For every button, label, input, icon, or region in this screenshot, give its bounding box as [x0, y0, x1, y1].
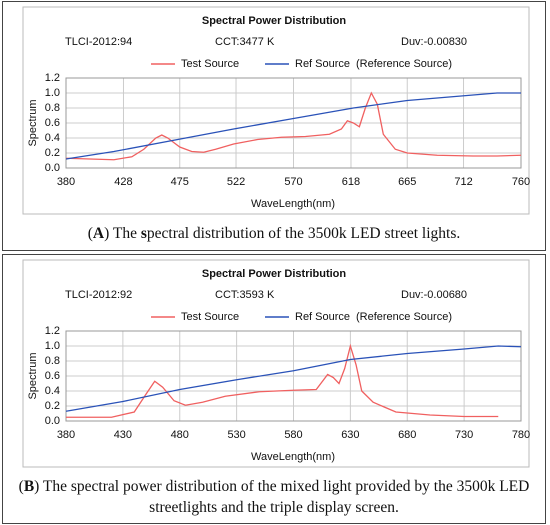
- caption-text: (: [87, 225, 93, 242]
- x-tick-label: 428: [114, 176, 132, 188]
- y-tick-label: 0.8: [45, 355, 60, 367]
- series-line: [65, 91, 522, 161]
- info-text: Duv:-0.00830: [401, 36, 467, 48]
- y-axis-label: Spectrum: [27, 352, 39, 399]
- x-tick-label: 665: [398, 176, 416, 188]
- chart: Spectral Power Distribution TLCI-2012:94 C…: [22, 6, 530, 215]
- y-tick-label: 0.8: [45, 102, 60, 114]
- info-text: TLCI-2012:92: [65, 289, 132, 301]
- x-tick-label: 480: [171, 429, 189, 441]
- x-tick-label: 680: [398, 429, 416, 441]
- chart: Spectral Power Distribution TLCI-2012:92 C…: [22, 259, 530, 468]
- chart-frame: [22, 6, 530, 215]
- y-tick-label: 0.2: [45, 400, 60, 412]
- legend-label: Test Source: [181, 58, 239, 70]
- x-axis-label: WaveLength(nm): [251, 198, 335, 210]
- info-text: Duv:-0.00680: [401, 289, 467, 301]
- x-tick-label: 380: [57, 176, 75, 188]
- y-tick-label: 0.6: [45, 370, 60, 382]
- x-tick-label: 530: [227, 429, 245, 441]
- x-tick-label: 712: [454, 176, 472, 188]
- y-tick-label: 0.6: [45, 117, 60, 129]
- legend-note: (Reference Source): [356, 311, 452, 323]
- y-tick-label: 0.4: [45, 385, 60, 397]
- info-text: CCT:3477 K: [215, 36, 275, 48]
- y-tick-label: 1.2: [45, 72, 60, 84]
- legend-label: Test Source: [181, 311, 239, 323]
- y-tick-label: 1.2: [45, 325, 60, 337]
- series-line: [65, 345, 522, 412]
- caption-text: pectral distribution of the 3500k LED st…: [146, 225, 461, 242]
- figure-panel: Spectral Power Distribution TLCI-2012:94 C…: [2, 1, 546, 251]
- figure-panel: Spectral Power Distribution TLCI-2012:92 C…: [2, 254, 546, 524]
- x-tick-label: 430: [114, 429, 132, 441]
- caption: (A) The spectral distribution of the 350…: [15, 223, 533, 244]
- y-tick-label: 0.2: [45, 147, 60, 159]
- chart-title: Spectral Power Distribution: [202, 15, 347, 27]
- legend-note: (Reference Source): [356, 58, 452, 70]
- legend-label: Ref Source: [295, 58, 350, 70]
- x-tick-label: 475: [171, 176, 189, 188]
- x-tick-label: 580: [284, 429, 302, 441]
- series-line: [65, 92, 521, 160]
- caption-text: s: [140, 225, 147, 242]
- x-tick-label: 730: [455, 429, 473, 441]
- y-tick-label: 1.0: [45, 340, 60, 352]
- y-tick-label: 0.0: [45, 415, 60, 427]
- x-tick-label: 570: [284, 176, 302, 188]
- chart-title: Spectral Power Distribution: [202, 268, 347, 280]
- x-axis-label: WaveLength(nm): [251, 451, 335, 463]
- x-tick-label: 760: [512, 176, 530, 188]
- caption-text: ) The spectral power distribution of the…: [34, 478, 530, 516]
- x-tick-label: 618: [342, 176, 360, 188]
- x-tick-label: 780: [512, 429, 530, 441]
- y-axis-label: Spectrum: [27, 99, 39, 146]
- info-text: TLCI-2012:94: [65, 36, 132, 48]
- legend-label: Ref Source: [295, 311, 350, 323]
- caption-text: (: [18, 478, 24, 495]
- caption-text: B: [23, 478, 35, 495]
- caption-text: A: [92, 225, 105, 242]
- y-tick-label: 0.4: [45, 132, 60, 144]
- plot-border: [65, 330, 522, 422]
- x-tick-label: 380: [57, 429, 75, 441]
- x-tick-label: 630: [341, 429, 359, 441]
- series-line: [66, 343, 499, 418]
- caption: (B) The spectral power distribution of t…: [15, 476, 533, 518]
- plot-border: [65, 77, 522, 169]
- x-tick-label: 522: [227, 176, 245, 188]
- y-tick-label: 1.0: [45, 87, 60, 99]
- chart-frame: [22, 259, 530, 468]
- y-tick-label: 0.0: [45, 162, 60, 174]
- info-text: CCT:3593 K: [215, 289, 275, 301]
- caption-text: ) The: [104, 225, 141, 242]
